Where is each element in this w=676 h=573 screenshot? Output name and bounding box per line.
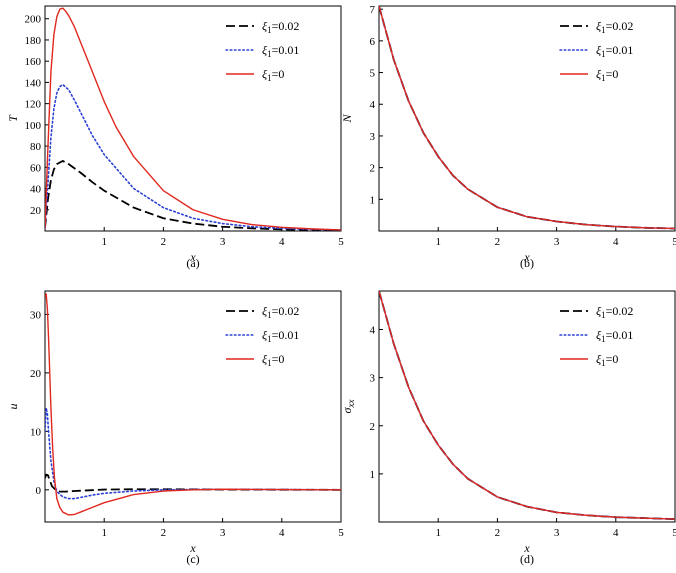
y-tick-label: 4 — [370, 325, 376, 337]
y-tick-label: 3 — [370, 373, 376, 385]
panel-a: 1 2 3 4 5 20 40 60 80 100 120 140 160 180 200 x T (a) ξ1=0… — [6, 5, 344, 270]
y-tick-label: 2 — [370, 421, 376, 433]
legend: ξ1=0.02 ξ1=0.01 ξ1=0 — [559, 304, 633, 368]
series-group — [45, 293, 341, 516]
panel-caption: (b) — [520, 256, 534, 270]
legend: ξ1=0.02 ξ1=0.01 ξ1=0 — [225, 19, 299, 83]
legend: ξ1=0.02 ξ1=0.01 ξ1=0 — [559, 19, 633, 83]
y-tick-label: 200 — [25, 14, 42, 26]
x-tick-label: 2 — [161, 527, 167, 539]
y-tick-label: 180 — [25, 35, 42, 47]
x-tick-label: 1 — [101, 236, 107, 248]
y-tick-label: 140 — [25, 77, 42, 89]
y-tick-label: 7 — [370, 4, 376, 16]
x-tick-label: 5 — [338, 527, 344, 539]
legend-label: ξ1=0 — [262, 352, 284, 368]
y-tick-label: 2 — [370, 163, 376, 175]
legend-label: ξ1=0.01 — [596, 328, 633, 344]
y-axis-title: N — [340, 114, 354, 124]
x-tick-label: 4 — [613, 527, 619, 539]
y-tick-label: 0 — [36, 485, 42, 497]
x-tick-label: 3 — [554, 527, 560, 539]
y-tick-label: 160 — [25, 56, 42, 68]
series-line-solid — [379, 6, 675, 230]
series-line-dash — [379, 291, 675, 521]
x-tick-label: 3 — [220, 527, 226, 539]
legend-label: ξ1=0.02 — [262, 19, 299, 35]
y-tick-label: 20 — [30, 205, 42, 217]
y-tick-label: 4 — [370, 99, 376, 111]
series-group — [379, 6, 675, 230]
series-line-solid — [45, 293, 341, 516]
x-tick-label: 1 — [435, 236, 441, 248]
legend: ξ1=0.02 ξ1=0.01 ξ1=0 — [225, 304, 299, 368]
y-axis-title: T — [6, 114, 20, 122]
series-group — [379, 291, 675, 521]
plot-frame — [44, 5, 342, 232]
panel-caption: (d) — [520, 552, 534, 566]
plot-frame — [378, 5, 676, 232]
series-line-dash — [45, 160, 341, 231]
x-tick-label: 2 — [495, 527, 501, 539]
x-tick-label: 5 — [672, 527, 676, 539]
y-tick-label: 10 — [30, 426, 42, 438]
legend-label: ξ1=0 — [596, 67, 618, 83]
y-tick-label: 1 — [370, 194, 376, 206]
x-tick-label: 1 — [101, 527, 107, 539]
y-tick-label: 80 — [30, 141, 42, 153]
panel-c: 1 2 3 4 5 0 10 20 30 x u (c) ξ1=0.02 ξ1=0.01 ξ1=0 — [6, 290, 344, 566]
x-tick-label: 4 — [279, 527, 285, 539]
y-tick-label: 30 — [30, 309, 42, 321]
legend-label: ξ1=0.01 — [596, 43, 633, 59]
legend-label: ξ1=0.02 — [596, 19, 633, 35]
x-tick-label: 2 — [161, 236, 167, 248]
y-tick-label: 6 — [370, 36, 376, 48]
legend-label: ξ1=0.01 — [262, 328, 299, 344]
x-tick-label: 3 — [220, 236, 226, 248]
plot-frame — [44, 290, 342, 523]
panel-caption: (c) — [186, 552, 199, 566]
y-tick-label: 100 — [25, 120, 42, 132]
plot-frame — [378, 290, 676, 523]
legend-label: ξ1=0 — [596, 352, 618, 368]
series-line-dot — [45, 407, 341, 500]
y-axis-title: σxx — [340, 400, 356, 414]
panel-b: 1 2 3 4 5 1 2 3 4 5 6 7 x N (b) ξ1=0.02 ξ1=0.01 ξ1=0 — [340, 4, 676, 270]
series-line-solid — [45, 7, 341, 231]
series-line-dash — [379, 6, 675, 230]
x-tick-label: 5 — [672, 236, 676, 248]
x-axis-title: x — [523, 541, 530, 555]
series-line-dot — [379, 291, 675, 520]
x-tick-label: 3 — [554, 236, 560, 248]
legend-label: ξ1=0.02 — [262, 304, 299, 320]
y-tick-label: 40 — [30, 184, 42, 196]
panel-d: 1 2 3 4 5 1 2 3 4 x σxx (d) ξ1=0.02 ξ1=0.01 ξ1=0 — [340, 290, 676, 566]
y-tick-label: 20 — [30, 368, 42, 380]
x-tick-label: 4 — [613, 236, 619, 248]
x-tick-label: 2 — [495, 236, 501, 248]
panel-caption: (a) — [186, 256, 199, 270]
y-tick-label: 1 — [370, 469, 376, 481]
y-tick-label: 60 — [30, 162, 42, 174]
y-tick-label: 3 — [370, 131, 376, 143]
series-line-dot — [379, 6, 675, 230]
y-tick-label: 120 — [25, 99, 42, 111]
x-axis-title: x — [523, 250, 530, 264]
series-line-solid — [379, 291, 675, 520]
x-axis-title: x — [189, 541, 196, 555]
x-tick-label: 1 — [435, 527, 441, 539]
x-axis-title: x — [189, 250, 196, 264]
series-group — [45, 7, 341, 231]
series-line-dot — [45, 83, 341, 231]
legend-label: ξ1=0 — [262, 67, 284, 83]
legend-label: ξ1=0.02 — [596, 304, 633, 320]
y-axis-title: u — [6, 404, 20, 410]
series-line-dash — [45, 473, 341, 493]
x-tick-label: 5 — [338, 236, 344, 248]
x-tick-label: 4 — [279, 236, 285, 248]
y-tick-label: 5 — [370, 68, 376, 80]
legend-label: ξ1=0.01 — [262, 43, 299, 59]
